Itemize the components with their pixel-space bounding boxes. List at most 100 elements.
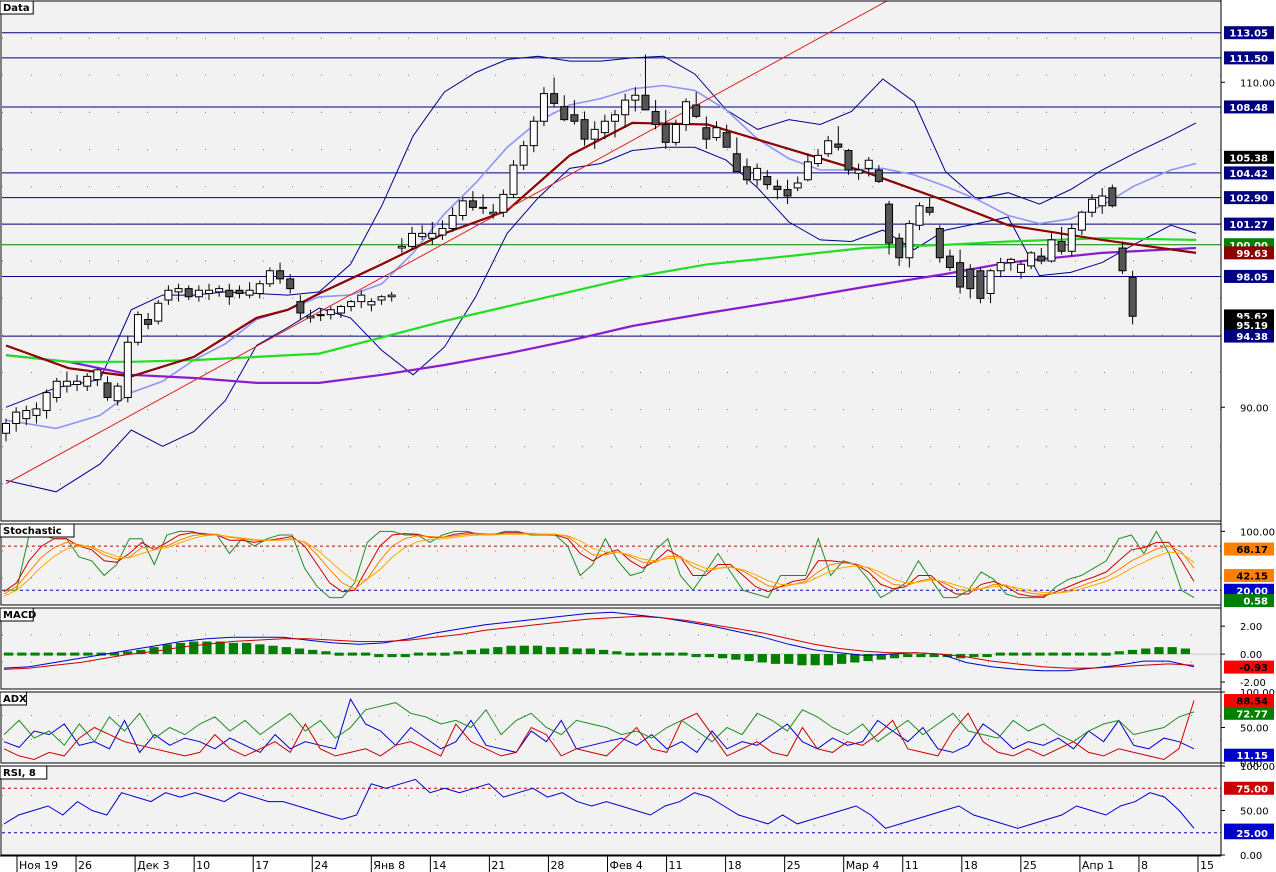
candle-body xyxy=(742,166,751,181)
macd-histogram-bar xyxy=(757,654,767,663)
candle xyxy=(164,285,173,305)
candle-body xyxy=(205,289,213,294)
price-tag-label: 11.15 xyxy=(1236,751,1268,762)
candle xyxy=(1088,194,1097,218)
macd-histogram-bar xyxy=(691,654,701,658)
price-tag: 20.00 xyxy=(1224,583,1274,597)
bollinger-middle-line xyxy=(5,84,1197,430)
macd-histogram-bar xyxy=(17,652,27,656)
candle-body xyxy=(52,380,61,398)
candle xyxy=(580,111,589,146)
candle-body xyxy=(276,270,285,280)
price-tag-box xyxy=(1224,150,1274,164)
macd-histogram-bar xyxy=(83,652,93,656)
price-tag-box xyxy=(1224,706,1274,720)
trend-line xyxy=(5,1,888,485)
candle xyxy=(712,121,721,141)
price-tag: 11.15 xyxy=(1224,748,1274,762)
macd-histogram-bar xyxy=(678,652,688,656)
macd-histogram-bar xyxy=(1075,652,1085,656)
price-tag-label: 68.17 xyxy=(1236,545,1268,556)
macd-histogram-bar xyxy=(704,654,714,658)
price-tag: 42.15 xyxy=(1224,569,1274,583)
price-tag-label: 20.00 xyxy=(1236,586,1268,597)
macd-histogram-bar xyxy=(440,652,450,656)
macd-histogram-bar xyxy=(281,647,291,655)
candle xyxy=(174,283,183,302)
macd-histogram-bar xyxy=(480,648,490,655)
x-tick-label: Фев 4 xyxy=(610,859,643,872)
candle-body xyxy=(966,268,975,290)
candle-body xyxy=(651,111,660,125)
candle xyxy=(468,191,477,211)
candle-body xyxy=(1057,241,1066,252)
price-tag-box xyxy=(1224,542,1274,556)
candle-body xyxy=(144,319,153,325)
candle xyxy=(651,100,660,130)
macd-histogram-bar xyxy=(718,654,728,659)
candle xyxy=(326,306,335,320)
macd-histogram-bar xyxy=(228,642,238,655)
candle-body xyxy=(631,94,640,101)
candle-body xyxy=(976,270,985,299)
x-tick-label: 21 xyxy=(491,859,505,872)
pane-title-box xyxy=(0,607,34,622)
candle xyxy=(93,368,102,387)
candle xyxy=(763,170,772,190)
candle xyxy=(539,87,548,127)
candle xyxy=(803,153,812,182)
price-tag-label: 42.15 xyxy=(1236,572,1268,583)
y-tick-label: 90.00 xyxy=(1240,403,1269,414)
price-tag-box xyxy=(1224,191,1274,205)
candle-body xyxy=(316,314,325,317)
candle-body xyxy=(956,262,965,288)
macd-histogram-bar xyxy=(466,649,476,655)
x-tick-label: 10 xyxy=(196,859,210,872)
candle xyxy=(956,249,965,294)
candle-body xyxy=(885,203,894,244)
candle xyxy=(773,179,782,200)
candle-body xyxy=(570,114,579,122)
candle-body xyxy=(387,294,396,298)
price-tag: 108.48 xyxy=(1224,100,1274,114)
candle xyxy=(255,280,264,299)
candle xyxy=(225,283,234,305)
candle xyxy=(783,179,792,205)
price-tag: -0.93 xyxy=(1224,660,1274,674)
candle-body xyxy=(326,309,335,316)
price-tag-box xyxy=(1224,100,1274,114)
pane-background xyxy=(2,524,1221,605)
candle-body xyxy=(265,270,274,285)
candle xyxy=(458,197,467,221)
candle-body xyxy=(83,375,92,387)
candle-body xyxy=(133,314,142,343)
candle xyxy=(22,405,31,426)
candle-body xyxy=(93,369,102,381)
price-tag-label: 113.05 xyxy=(1229,29,1268,40)
macd-histogram-bar xyxy=(731,654,741,660)
candle xyxy=(32,402,41,424)
indicator-line-0 xyxy=(3,778,1195,829)
candle-body xyxy=(255,283,264,294)
candle-body xyxy=(874,169,883,182)
candle-body xyxy=(286,278,295,290)
macd-histogram-bar xyxy=(1061,652,1071,656)
candle-body xyxy=(1037,255,1046,262)
candle-body xyxy=(408,232,416,247)
x-tick-label: 11 xyxy=(669,859,683,872)
candle xyxy=(692,92,701,118)
candle-body xyxy=(793,182,802,189)
y-tick-label: -2.00 xyxy=(1240,678,1266,689)
x-tick-label: 18 xyxy=(964,859,978,872)
candle xyxy=(499,189,508,218)
candle xyxy=(945,249,954,271)
price-tag-box xyxy=(1224,166,1274,180)
x-tick-label: 24 xyxy=(314,859,328,872)
candle-body xyxy=(347,301,356,307)
indicator-line-0 xyxy=(3,611,1195,672)
candle-body xyxy=(529,120,538,147)
candle xyxy=(245,282,254,299)
candle xyxy=(73,374,82,391)
candle-body xyxy=(539,93,548,122)
candle-body xyxy=(560,106,569,121)
